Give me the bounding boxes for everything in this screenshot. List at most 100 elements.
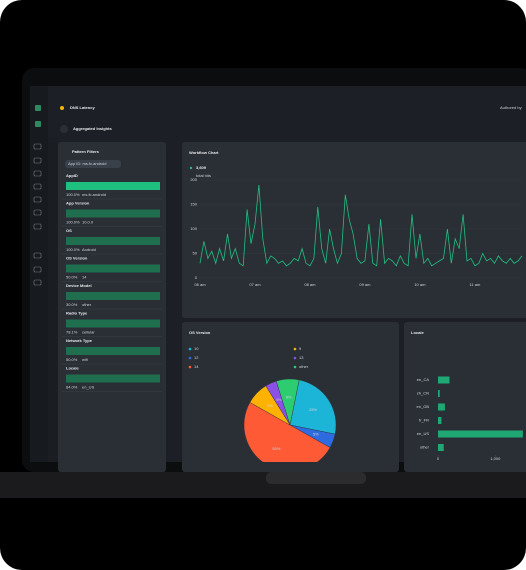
filter-value: 10.0.0: [82, 220, 94, 225]
folder-rail: [48, 138, 58, 462]
bar: [438, 444, 444, 451]
filter-panel: [58, 142, 166, 472]
workflow-title: Workflow Chart: [189, 150, 219, 155]
bar-label: zh_CN: [417, 391, 429, 396]
filter-value: ms.fc.android: [82, 192, 106, 197]
y-tick-label: 150: [190, 202, 197, 207]
folder-icon: [33, 223, 42, 230]
filter-share: 100.0%: [66, 247, 80, 252]
legend-label: 13: [299, 355, 304, 360]
legend-dot: [293, 356, 297, 360]
slice-label: 4%: [276, 397, 282, 402]
filter-bar: [66, 347, 160, 355]
filter-share: 30.0%: [66, 302, 78, 307]
x-tick-label: 1,000: [490, 456, 501, 461]
legend-dot: [188, 356, 192, 360]
filter-bar: [66, 237, 160, 245]
x-tick-label: 07 am: [249, 282, 261, 287]
page-title: DNS Latency: [70, 105, 95, 110]
workflow-total: 3,609: [196, 165, 207, 170]
filter-share: 84.0%: [66, 385, 78, 390]
x-tick-label: 0: [437, 456, 440, 461]
filter-bar: [66, 292, 160, 300]
os-title: OS Version: [189, 330, 211, 335]
nav-icon: [35, 105, 41, 111]
legend-dot: [189, 166, 193, 170]
laptop-base: [0, 472, 526, 498]
bar: [438, 390, 440, 397]
legend-dot: [188, 365, 192, 369]
folder-icon: [33, 279, 42, 286]
y-tick-label: 0: [195, 275, 198, 280]
slice-label: 25%: [309, 407, 317, 412]
filter-share: 50.0%: [66, 275, 78, 280]
pie: 25%5%50%8%4% 8%: [243, 378, 337, 462]
folder-icon: [33, 183, 42, 190]
y-tick-label: 50: [193, 251, 198, 256]
y-tick-label: 100: [190, 226, 197, 231]
folder-icon: [33, 209, 42, 216]
filter-share: 50.0%: [66, 357, 78, 362]
slice-label: 5%: [313, 432, 319, 437]
filter-bar: [66, 374, 160, 383]
legend-label: 14: [194, 364, 199, 369]
filter-name: App Version: [66, 201, 90, 206]
locale-title: Locale: [411, 330, 424, 335]
bar: [438, 417, 442, 424]
legend-label: 12: [194, 355, 199, 360]
legend-dot: [188, 347, 192, 351]
author: Authored by: [500, 105, 522, 110]
bar-label: en_US: [417, 431, 430, 436]
filter-share: 78.1%: [66, 330, 78, 335]
filter-name: Locale: [66, 366, 79, 371]
x-tick-label: 09 am: [359, 282, 371, 287]
back-button[interactable]: [60, 125, 68, 133]
x-tick-label: 08 am: [304, 282, 316, 287]
slice-label: 8%: [286, 394, 292, 399]
filter-chip[interactable]: [65, 160, 121, 168]
pie-slice: [243, 402, 331, 462]
filter-name: Radio Type: [66, 311, 88, 316]
folder-icon: [33, 266, 42, 273]
folder-icon: [33, 252, 42, 259]
filter-value: en_US: [82, 385, 95, 390]
workflow-line: [199, 184, 523, 267]
pie-slice: [276, 378, 300, 426]
x-tick-label: 11 am: [469, 282, 480, 287]
bar: [438, 430, 523, 438]
pie-slice: [289, 379, 337, 435]
workflow-caption: total hits: [196, 173, 211, 178]
folder-icon: [33, 196, 42, 203]
slice-label: 8%: [267, 403, 273, 408]
legend-label: 10: [194, 346, 199, 351]
filter-name: OS Version: [66, 256, 88, 261]
bar-label: fr_FR: [419, 418, 429, 423]
filter-value: Android: [82, 247, 96, 252]
filter-name: Network Type: [66, 338, 93, 343]
filter-name: AppID: [66, 173, 78, 178]
filter-title: Pattern Filters: [72, 149, 100, 154]
filter-bar: [66, 182, 160, 190]
filter-value: 14: [82, 275, 87, 280]
subtitle: Aggregated Insights: [73, 126, 112, 131]
legend-label: 9: [299, 346, 302, 351]
filter-value: wifi: [82, 357, 88, 362]
chip-text: App ID: ms.fc.android: [68, 161, 106, 166]
filter-name: Device Model: [66, 283, 92, 288]
legend-dot: [293, 347, 297, 351]
filter-value: cellular: [82, 330, 95, 335]
bar-label: en_CA: [417, 377, 430, 382]
filter-value: other: [82, 302, 92, 307]
status-dot: [60, 106, 64, 110]
x-tick-label: 10 am: [414, 282, 426, 287]
slice-label: 50%: [272, 446, 280, 451]
bar: [438, 376, 450, 384]
notch: [266, 472, 366, 484]
legend-label: other: [299, 364, 309, 369]
legend-dot: [293, 365, 297, 369]
folder-icon: [33, 143, 42, 150]
filter-bar: [66, 209, 160, 218]
folder-icon: [33, 170, 42, 177]
